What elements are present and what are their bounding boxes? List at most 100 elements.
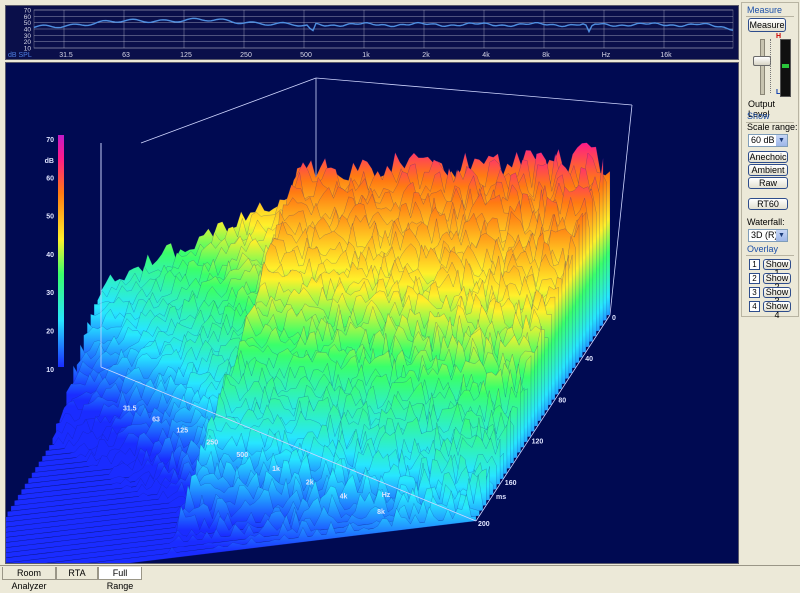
waterfall-3d-chart[interactable]: 70 60 50 40 30 20 10 dB 31.5 63 125 250 500 1k 2k 4k 8k H… bbox=[5, 62, 739, 564]
waterfall-time-slice bbox=[47, 490, 480, 563]
chevron-down-icon[interactable]: ▼ bbox=[776, 135, 787, 146]
frequency-response-chart: 70 60 50 40 30 20 10 31.5 63 125 250 500 1k 2k 4k 8k Hz 1… bbox=[5, 5, 739, 60]
waterfall-surface bbox=[6, 142, 611, 563]
meter-high-label: H bbox=[776, 33, 782, 40]
frame-back-top-right bbox=[315, 77, 633, 106]
show-overlay-1-button[interactable]: Show 1 bbox=[763, 259, 791, 278]
top-unit-label: dB SPL bbox=[8, 52, 32, 59]
anechoic-button[interactable]: Anechoic bbox=[748, 151, 788, 163]
z-tick-label: 40 bbox=[46, 252, 54, 259]
control-panel: Measure Measure H L Output Level Show Sc… bbox=[741, 2, 799, 320]
waterfall-time-slice bbox=[6, 434, 501, 543]
time-tick-label: 40 bbox=[585, 356, 593, 363]
frequency-tick-label: 63 bbox=[152, 416, 160, 423]
top-x-tick: 63 bbox=[122, 52, 130, 59]
top-x-tick: 1k bbox=[362, 52, 370, 59]
top-x-tick: 4k bbox=[482, 52, 490, 59]
show-overlay-2-button[interactable]: Show 2 bbox=[763, 273, 791, 292]
output-level-slider-thumb[interactable] bbox=[753, 56, 771, 66]
top-y-tick: 70 bbox=[24, 8, 32, 15]
measure-button[interactable]: Measure bbox=[748, 18, 786, 32]
top-x-tick: 8k bbox=[542, 52, 550, 59]
waterfall-time-slice bbox=[6, 448, 497, 548]
top-x-tick: Hz bbox=[602, 52, 611, 59]
top-x-tick: 500 bbox=[300, 52, 312, 59]
z-tick-label: 10 bbox=[46, 367, 54, 374]
z-tick-label: 50 bbox=[46, 214, 54, 221]
frame-back-right-edge bbox=[609, 104, 633, 316]
tab-full-range[interactable]: Full Range bbox=[98, 567, 142, 591]
waterfall-plot: 70 60 50 40 30 20 10 dB 31.5 63 125 250 500 1k 2k 4k 8k H… bbox=[6, 77, 633, 563]
top-x-tick: 125 bbox=[180, 52, 192, 59]
show-overlay-3-button[interactable]: Show 3 bbox=[763, 287, 791, 306]
time-tick-label: 0 bbox=[612, 315, 616, 322]
top-y-tick: 10 bbox=[24, 46, 32, 53]
overlay-number: 4 bbox=[749, 301, 760, 312]
frequency-axis-unit: Hz bbox=[382, 492, 391, 499]
frame-time-axis bbox=[475, 314, 611, 522]
top-y-tick: 40 bbox=[24, 27, 32, 34]
output-level-label: Output Level bbox=[748, 99, 776, 119]
output-level-slider-track[interactable] bbox=[760, 39, 765, 95]
z-axis-unit: dB bbox=[45, 158, 54, 165]
z-tick-label: 60 bbox=[46, 175, 54, 182]
rt60-button[interactable]: RT60 bbox=[748, 198, 788, 210]
frequency-tick-label: 1k bbox=[272, 466, 280, 473]
frame-frequency-axis bbox=[100, 366, 477, 522]
top-y-tick: 20 bbox=[24, 39, 32, 46]
waterfall-mode-select[interactable]: 3D (R) ▼ bbox=[748, 229, 788, 242]
top-x-tick: 31.5 bbox=[59, 52, 73, 59]
frequency-tick-label: 500 bbox=[236, 452, 248, 459]
overlay-number: 2 bbox=[749, 273, 760, 284]
frequency-response-line bbox=[33, 17, 734, 34]
show-section-title: Show bbox=[747, 111, 770, 121]
frequency-tick-label: 31.5 bbox=[123, 406, 137, 413]
scale-range-label: Scale range: bbox=[747, 122, 798, 132]
top-y-tick: 50 bbox=[24, 20, 32, 27]
overlay-number: 1 bbox=[749, 259, 760, 270]
waterfall-time-slice bbox=[6, 474, 484, 563]
ambient-button[interactable]: Ambient bbox=[748, 164, 788, 176]
scale-range-select[interactable]: 60 dB ▼ bbox=[748, 134, 788, 147]
chevron-down-icon[interactable]: ▼ bbox=[776, 230, 787, 241]
z-tick-label: 20 bbox=[46, 329, 54, 336]
tab-rta[interactable]: RTA bbox=[56, 567, 98, 580]
frequency-tick-label: 2k bbox=[306, 480, 314, 487]
time-tick-label: 160 bbox=[505, 480, 517, 487]
top-x-tick: 2k bbox=[422, 52, 430, 59]
measure-divider bbox=[746, 16, 794, 17]
time-tick-label: 200 bbox=[478, 521, 490, 528]
scale-range-value: 60 dB bbox=[751, 135, 775, 145]
meter-low-label: L bbox=[776, 89, 781, 96]
tab-room-analyzer[interactable]: Room Analyzer bbox=[2, 567, 56, 591]
frame-back-top-left bbox=[140, 77, 317, 144]
output-level-meter bbox=[780, 39, 791, 97]
waterfall-mode-value: 3D (R) bbox=[751, 230, 778, 240]
z-tick-label: 70 bbox=[46, 137, 54, 144]
slider-tick-marks bbox=[770, 39, 774, 93]
top-y-tick: 30 bbox=[24, 33, 32, 40]
meter-level-indicator bbox=[782, 64, 789, 68]
show-divider bbox=[746, 122, 794, 123]
time-tick-label: 80 bbox=[558, 397, 566, 404]
top-y-tick: 60 bbox=[24, 14, 32, 21]
waterfall-frame-front bbox=[100, 143, 611, 522]
show-overlay-4-button[interactable]: Show 4 bbox=[763, 301, 791, 320]
raw-button[interactable]: Raw bbox=[748, 177, 788, 189]
top-x-tick: 16k bbox=[660, 52, 672, 59]
frequency-tick-label: 250 bbox=[206, 440, 218, 447]
frequency-tick-label: 8k bbox=[377, 509, 385, 516]
top-x-tick: 250 bbox=[240, 52, 252, 59]
waterfall-axis-labels: 70 60 50 40 30 20 10 dB 31.5 63 125 250 500 1k 2k 4k 8k H… bbox=[45, 135, 616, 528]
z-color-bar bbox=[58, 135, 64, 367]
overlay-section-title: Overlay bbox=[747, 244, 779, 254]
z-tick-label: 30 bbox=[46, 290, 54, 297]
overlay-divider bbox=[746, 255, 794, 256]
bottom-tab-bar: Room Analyzer RTA Full Range bbox=[0, 565, 800, 591]
waterfall-time-slice bbox=[89, 494, 477, 563]
overlay-number: 3 bbox=[749, 287, 760, 298]
time-axis-unit: ms bbox=[496, 494, 506, 501]
time-tick-label: 120 bbox=[532, 439, 544, 446]
frequency-tick-label: 125 bbox=[176, 427, 188, 434]
